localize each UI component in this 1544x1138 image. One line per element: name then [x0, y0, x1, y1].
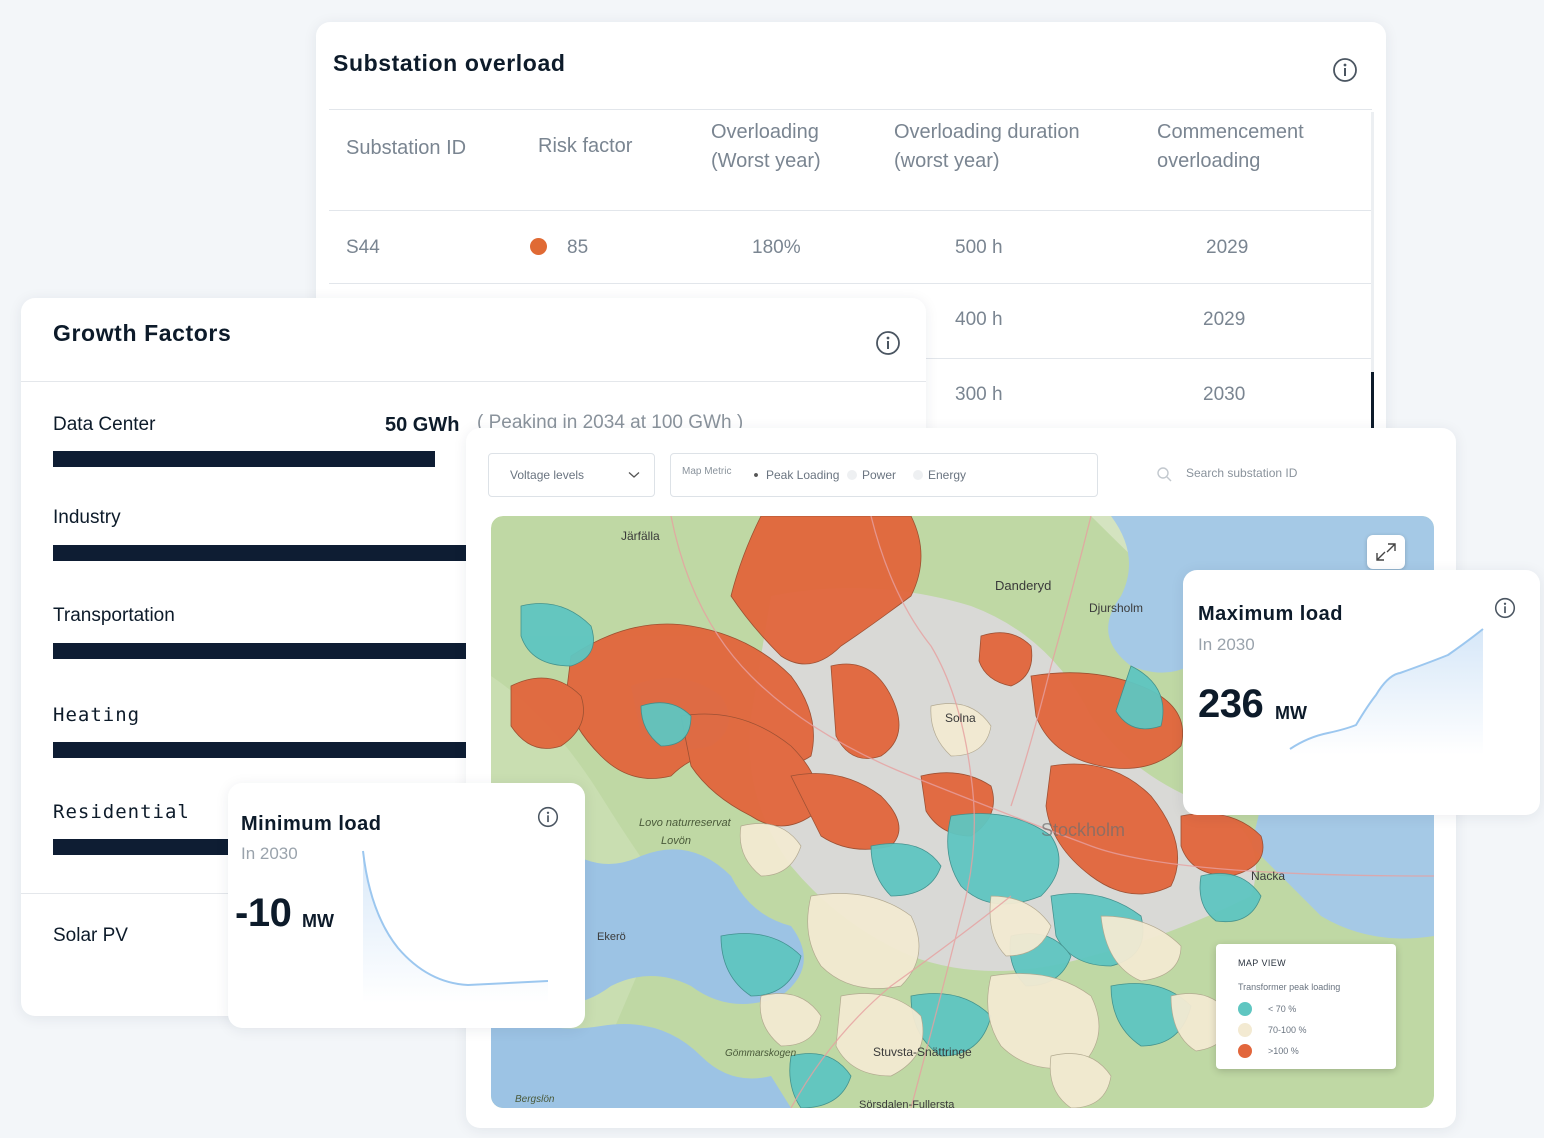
min-load-unit: MW — [302, 911, 334, 931]
voltage-select-value: Voltage levels — [510, 468, 585, 482]
radio-empty-icon — [913, 470, 923, 480]
map-label: Gömmarskogen — [725, 1048, 797, 1059]
fullscreen-button[interactable] — [1367, 535, 1405, 569]
map-label: Ekerö — [597, 931, 626, 943]
metric-radio-peak-loading[interactable]: Peak Loading — [751, 467, 839, 483]
legend-item-medium: 70-100 % — [1238, 1023, 1307, 1037]
legend-item-low: < 70 % — [1238, 1002, 1296, 1016]
voltage-levels-select[interactable]: Voltage levels — [488, 453, 655, 497]
map-label: Lovön — [661, 835, 691, 847]
radio-selected-icon — [751, 470, 761, 480]
growth-label-data-center: Data Center — [53, 414, 156, 435]
substation-card-title: Substation overload — [333, 50, 566, 76]
growth-card-title: Growth Factors — [53, 320, 232, 346]
max-load-subtitle: In 2030 — [1198, 635, 1255, 654]
table-scrollbar-track[interactable] — [1371, 112, 1374, 452]
search-substation-input[interactable] — [1186, 466, 1386, 480]
duration-cell: 500 h — [955, 237, 1003, 258]
metric-radio-power[interactable]: Power — [847, 467, 896, 483]
duration-cell: 300 h — [955, 384, 1003, 405]
radio-empty-icon — [847, 470, 857, 480]
max-load-value: 236 — [1198, 682, 1264, 726]
map-legend: MAP VIEW Transformer peak loading < 70 %… — [1216, 944, 1396, 1069]
min-load-subtitle: In 2030 — [241, 844, 298, 863]
min-load-sparkline — [362, 850, 549, 1003]
commencement-cell: 2030 — [1203, 384, 1246, 405]
max-load-unit: MW — [1275, 703, 1307, 723]
map-label: Sörsdalen-Fullersta — [859, 1099, 955, 1108]
minimum-load-card: Minimum load In 2030 -10 MW — [228, 783, 585, 1028]
growth-bar-data-center — [53, 451, 435, 467]
map-label: Solna — [945, 711, 976, 725]
growth-label-residential: Residential — [53, 801, 190, 823]
growth-bar-industry — [53, 545, 513, 561]
table-scrollbar-thumb[interactable] — [1371, 372, 1374, 452]
growth-label-solar-pv: Solar PV — [53, 925, 128, 946]
map-metric-group: Map Metric Peak Loading Power Energy — [670, 453, 1098, 497]
map-label: Djursholm — [1089, 601, 1143, 615]
max-load-title: Maximum load — [1198, 603, 1343, 625]
min-load-title: Minimum load — [241, 813, 382, 835]
map-label: Nacka — [1251, 869, 1285, 883]
map-label: Stockholm — [1041, 820, 1125, 840]
metric-radio-energy[interactable]: Energy — [913, 467, 966, 483]
column-header-risk-factor[interactable]: Risk factor — [538, 135, 633, 157]
map-label: Lovo naturreservat — [639, 817, 732, 829]
legend-item-high: >100 % — [1238, 1044, 1299, 1058]
maximum-load-card: Maximum load In 2030 236 MW — [1183, 570, 1540, 815]
legend-title: MAP VIEW — [1238, 958, 1287, 968]
map-metric-label: Map Metric — [682, 466, 732, 477]
search-icon — [1157, 467, 1172, 482]
column-header-overloading[interactable]: Overloading (Worst year) — [711, 121, 821, 172]
map-card: Voltage levels Map Metric Peak Loading P… — [466, 428, 1456, 1128]
expand-icon — [1376, 543, 1396, 561]
map-label: Danderyd — [995, 578, 1051, 593]
growth-label-industry: Industry — [53, 507, 121, 528]
growth-note-data-center: ( Peaking in 2034 at 100 GWh ) — [477, 412, 744, 433]
max-load-sparkline — [1289, 628, 1484, 755]
column-header-commencement[interactable]: Commencement overloading — [1157, 121, 1304, 172]
duration-cell: 400 h — [955, 309, 1003, 330]
growth-bar-transportation — [53, 643, 513, 659]
info-icon[interactable] — [875, 330, 901, 356]
overloading-cell: 180% — [752, 237, 801, 258]
info-icon[interactable] — [1494, 597, 1516, 619]
map-label: Bergslön — [515, 1094, 555, 1105]
column-header-substation-id[interactable]: Substation ID — [346, 137, 467, 159]
chevron-down-icon — [628, 472, 640, 478]
substation-map[interactable]: Järfälla Danderyd Djursholm Solna Stockh… — [491, 516, 1434, 1108]
commencement-cell: 2029 — [1203, 309, 1246, 330]
column-header-overloading-duration[interactable]: Overloading duration (worst year) — [894, 121, 1080, 172]
min-load-value: -10 — [235, 891, 292, 935]
growth-value-data-center: 50 GWh — [385, 414, 460, 436]
info-icon[interactable] — [1332, 57, 1358, 83]
substation-id-cell: S44 — [346, 237, 380, 258]
growth-bar-heating — [53, 742, 513, 758]
map-label: Stuvsta-Snättringe — [873, 1045, 972, 1059]
legend-subtitle: Transformer peak loading — [1238, 982, 1341, 992]
risk-indicator-dot — [530, 238, 547, 255]
search-bar — [1156, 466, 1406, 486]
map-label: Järfälla — [621, 529, 660, 543]
info-icon[interactable] — [537, 806, 559, 828]
growth-label-transportation: Transportation — [53, 605, 175, 626]
commencement-cell: 2029 — [1206, 237, 1249, 258]
risk-factor-cell: 85 — [567, 237, 589, 258]
growth-label-heating: Heating — [53, 704, 141, 726]
